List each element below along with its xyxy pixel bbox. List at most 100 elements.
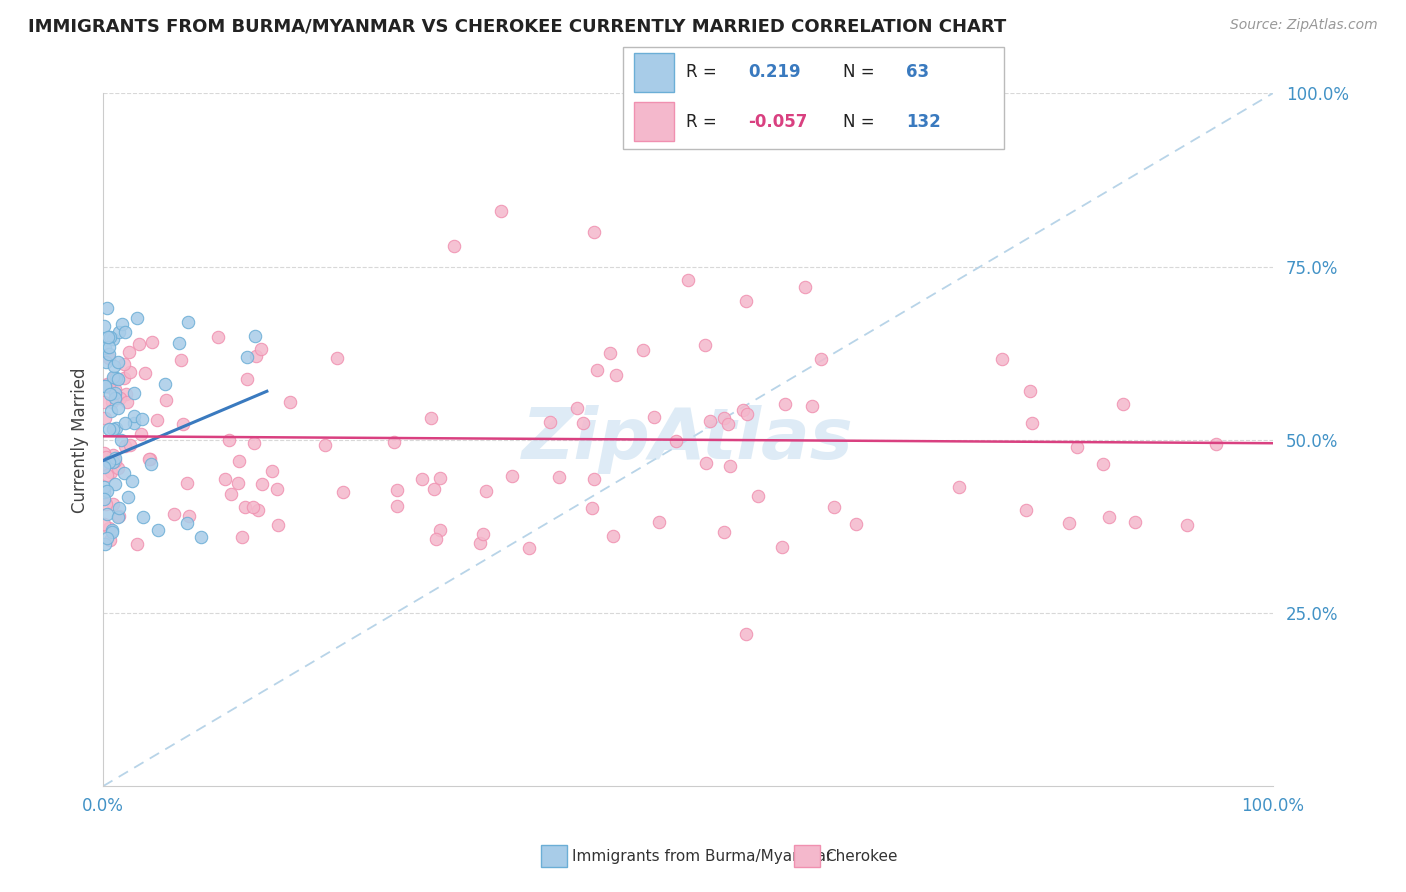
Point <box>810 352 832 367</box>
Point <box>231 530 253 544</box>
Point <box>134 366 156 380</box>
Point <box>429 523 451 537</box>
Point <box>228 454 250 468</box>
Point <box>103 371 125 385</box>
Point <box>96 508 118 522</box>
Point <box>155 392 177 407</box>
Point <box>118 438 141 452</box>
Point <box>98 387 121 401</box>
Point <box>104 382 127 396</box>
Point <box>107 325 129 339</box>
Point <box>793 280 815 294</box>
Point <box>104 454 127 468</box>
Point <box>107 372 129 386</box>
Point <box>236 350 259 364</box>
Point <box>583 472 606 486</box>
Point <box>125 537 148 551</box>
Point <box>132 510 155 524</box>
Point <box>429 471 451 485</box>
Point <box>1021 416 1043 430</box>
Point <box>104 391 127 405</box>
Point <box>96 301 118 315</box>
Point <box>800 399 823 413</box>
Point <box>97 455 120 469</box>
Point <box>581 500 603 515</box>
Point <box>129 426 152 441</box>
Point <box>114 416 136 430</box>
Point <box>96 468 118 483</box>
Point <box>420 411 443 425</box>
Point <box>103 371 125 385</box>
Point <box>731 403 754 417</box>
Point <box>94 379 117 393</box>
Point <box>100 465 122 479</box>
Text: R =: R = <box>686 63 721 81</box>
Point <box>94 536 117 550</box>
Point <box>176 315 198 329</box>
Point <box>111 318 134 332</box>
Point <box>128 337 150 351</box>
Point <box>823 500 845 515</box>
Point <box>108 391 131 405</box>
Point <box>138 451 160 466</box>
Point <box>190 530 212 544</box>
Point <box>713 524 735 539</box>
Point <box>104 385 127 400</box>
Point <box>385 483 408 497</box>
Point <box>991 351 1014 366</box>
Point <box>124 386 146 401</box>
Point <box>93 458 115 472</box>
Point <box>101 370 124 384</box>
Text: Immigrants from Burma/Myanmar: Immigrants from Burma/Myanmar <box>572 849 832 863</box>
Point <box>245 349 267 363</box>
Point <box>107 509 129 524</box>
Point <box>571 416 593 430</box>
Point <box>146 523 169 537</box>
Point <box>676 273 699 287</box>
Point <box>146 413 169 427</box>
Point <box>127 311 149 326</box>
Point <box>96 355 118 369</box>
Point <box>314 438 336 452</box>
Point <box>1092 457 1115 471</box>
Point <box>747 489 769 503</box>
Point <box>1205 436 1227 450</box>
Point <box>475 483 498 498</box>
Point <box>100 525 122 540</box>
Text: N =: N = <box>844 112 880 130</box>
Point <box>107 401 129 416</box>
Point <box>94 342 117 356</box>
Point <box>519 541 541 555</box>
Point <box>425 532 447 546</box>
Point <box>93 459 115 474</box>
Point <box>107 355 129 369</box>
Point <box>278 395 301 409</box>
Point <box>100 404 122 418</box>
Point <box>713 410 735 425</box>
Point <box>489 204 512 219</box>
Point <box>207 330 229 344</box>
Point <box>153 377 176 392</box>
Text: Cherokee: Cherokee <box>825 849 898 863</box>
Point <box>548 470 571 484</box>
Point <box>96 377 118 392</box>
Point <box>332 485 354 500</box>
Point <box>107 460 129 475</box>
Point <box>423 482 446 496</box>
Point <box>718 458 741 473</box>
Point <box>266 482 288 496</box>
Point <box>131 412 153 426</box>
Text: 132: 132 <box>905 112 941 130</box>
Point <box>1066 440 1088 454</box>
Point <box>242 500 264 514</box>
Point <box>243 436 266 450</box>
Point <box>93 491 115 506</box>
Point <box>501 469 523 483</box>
Point <box>105 421 128 435</box>
Point <box>139 457 162 471</box>
Text: Source: ZipAtlas.com: Source: ZipAtlas.com <box>1230 18 1378 32</box>
Y-axis label: Currently Married: Currently Married <box>72 367 89 513</box>
Point <box>648 515 671 529</box>
Point <box>96 531 118 545</box>
Point <box>112 371 135 385</box>
